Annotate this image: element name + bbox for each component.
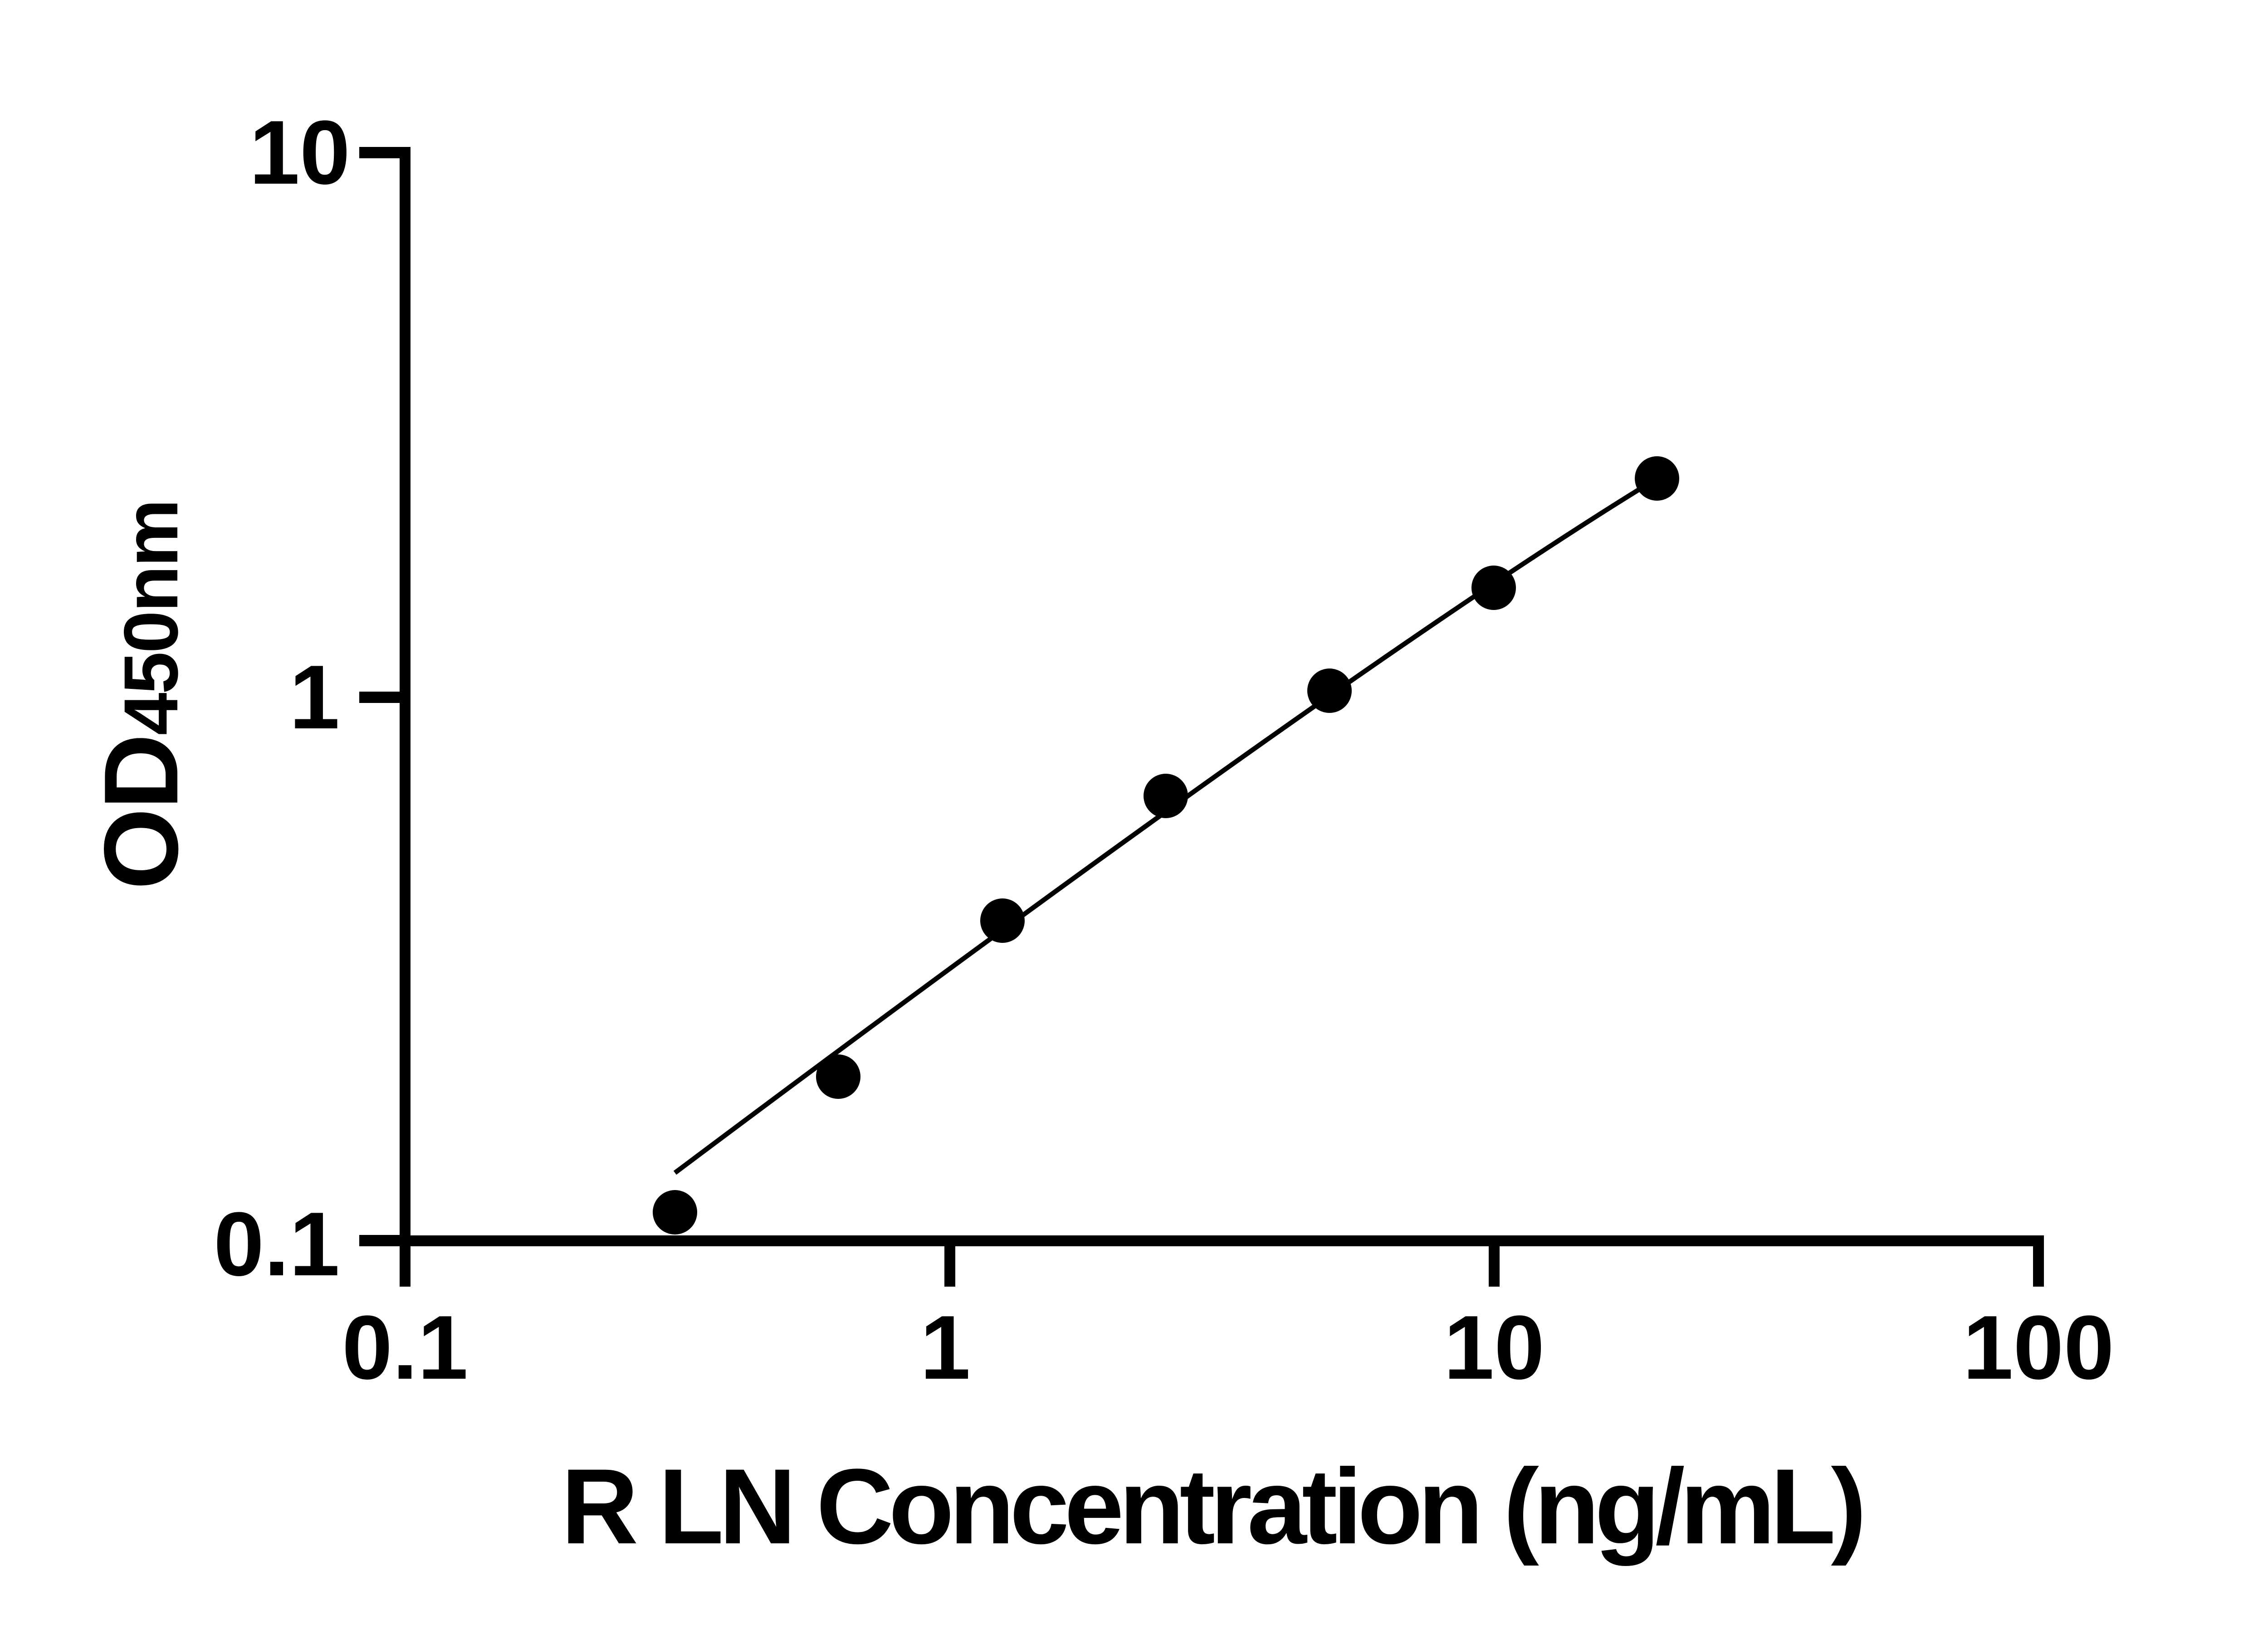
svg-text:1: 1 bbox=[289, 647, 340, 748]
svg-text:10: 10 bbox=[249, 102, 350, 203]
svg-text:0.1: 0.1 bbox=[214, 1194, 340, 1295]
svg-text:100: 100 bbox=[1963, 1297, 2114, 1398]
svg-text:R LN Concentration (ng/mL): R LN Concentration (ng/mL) bbox=[561, 1447, 1867, 1566]
svg-text:1: 1 bbox=[920, 1297, 970, 1398]
svg-text:0.1: 0.1 bbox=[342, 1297, 468, 1398]
svg-text:10: 10 bbox=[1444, 1297, 1545, 1398]
